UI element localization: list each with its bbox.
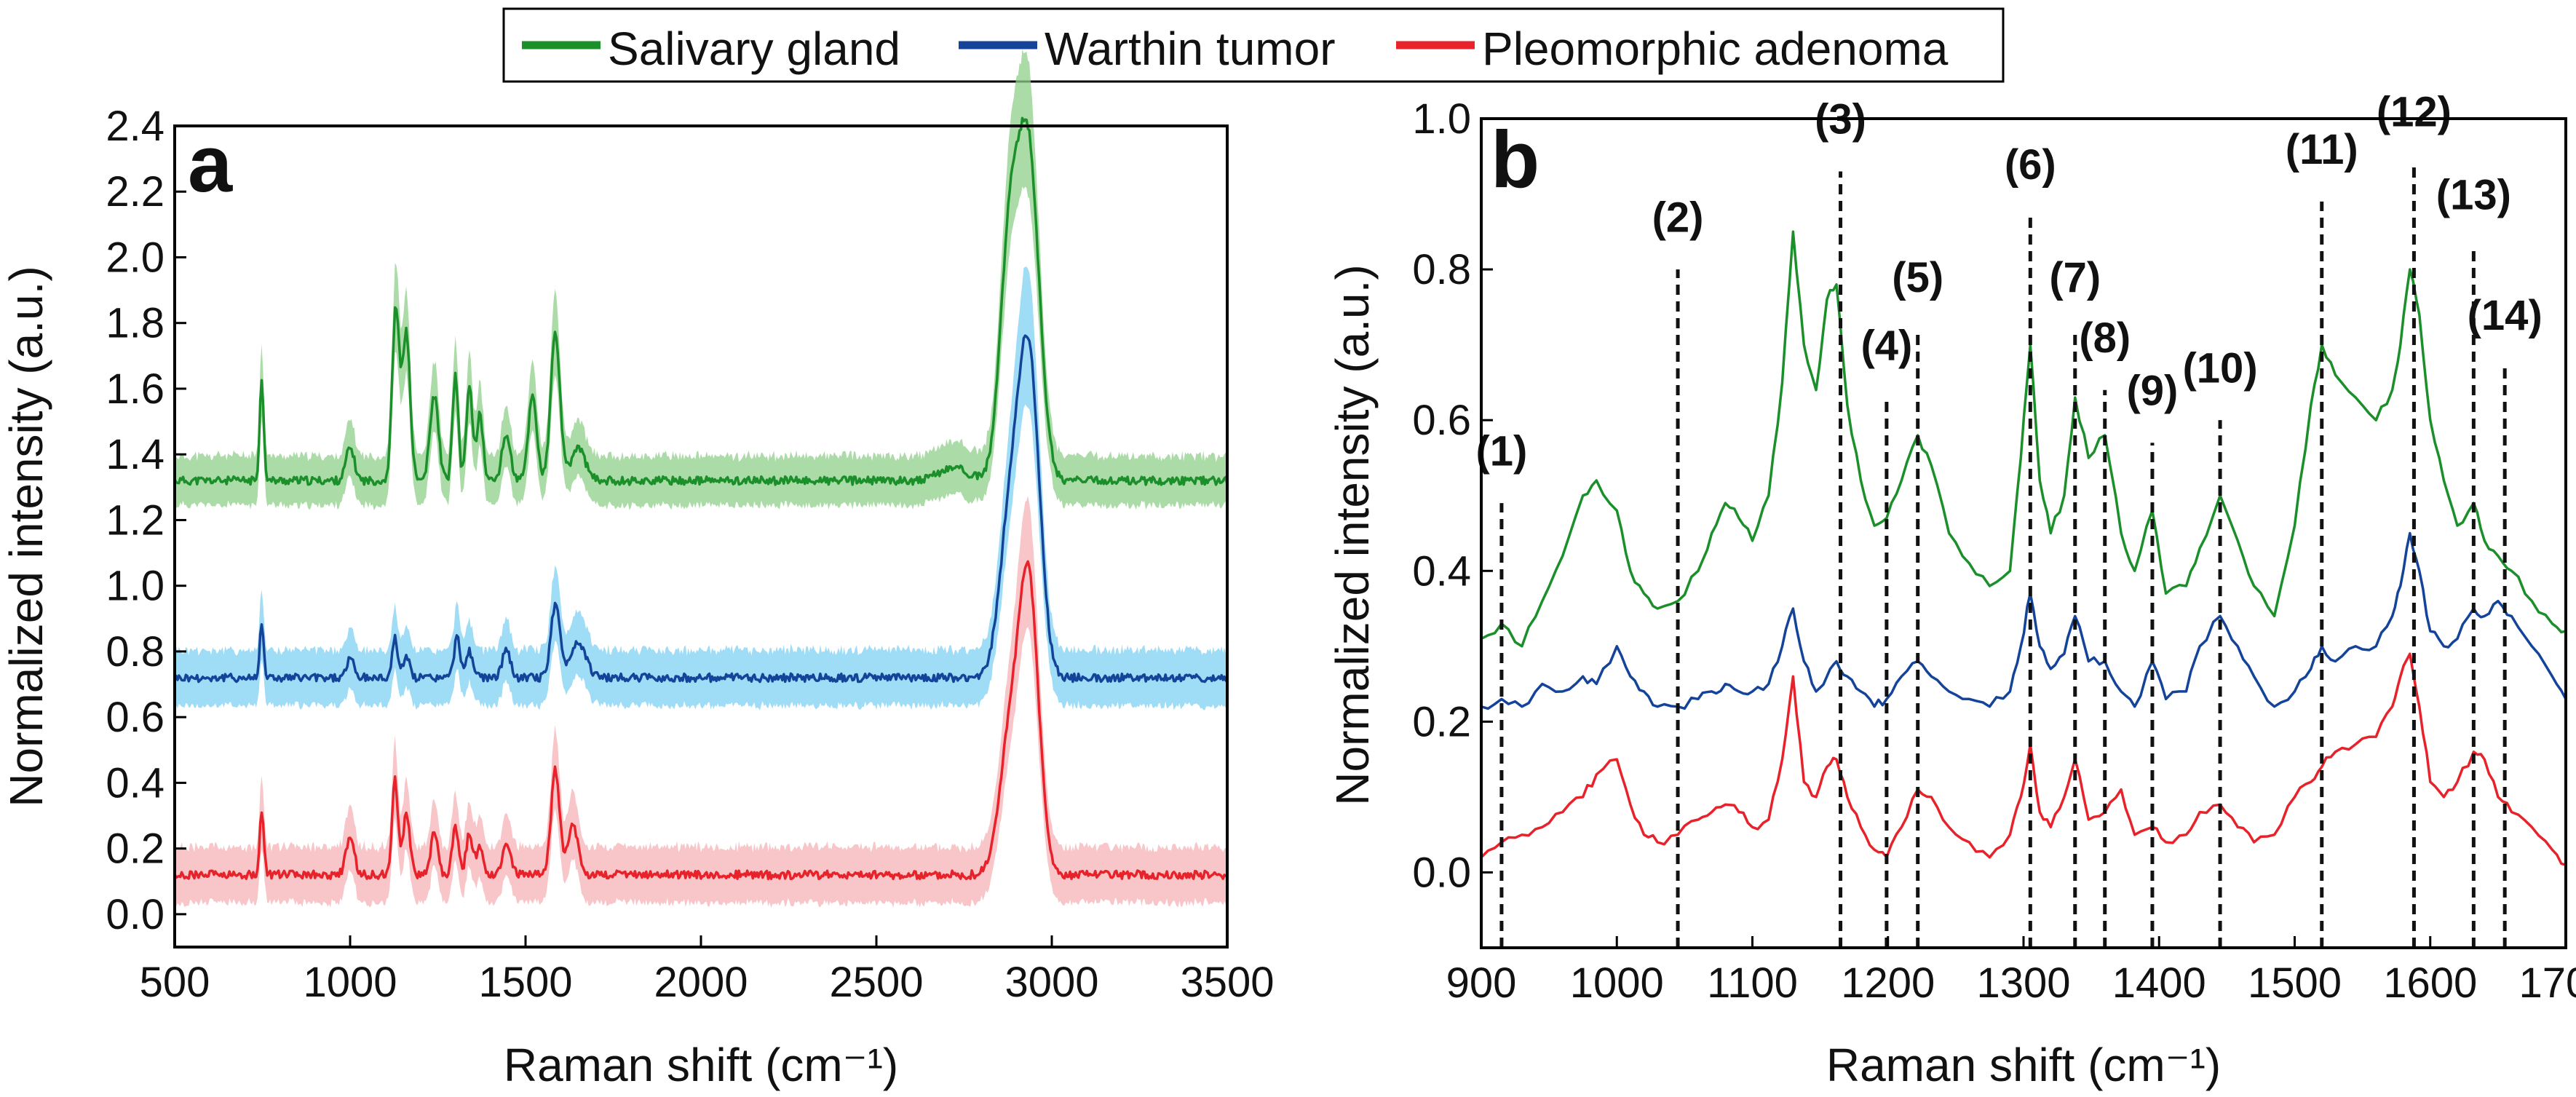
panel-a-ytick-label: 2.0 xyxy=(106,234,165,281)
panel-b-xtick-label: 900 xyxy=(1446,959,1517,1007)
panel-a-ytick-label: 1.0 xyxy=(106,563,165,610)
panel-a-ytick-label: 1.4 xyxy=(106,431,165,478)
panel-b-xtick-label: 1300 xyxy=(1976,959,2070,1007)
panel-b-xtick-label: 1600 xyxy=(2383,959,2477,1007)
panel-a-xtick-label: 3000 xyxy=(1004,959,1098,1006)
panel-b-ytick-label: 0.2 xyxy=(1412,698,1471,745)
peak-marker-label: (1) xyxy=(1475,427,1527,475)
panel-a-ytick-label: 0.6 xyxy=(106,694,165,741)
panel-b-ytick-label: 0.0 xyxy=(1412,849,1471,896)
panel-a-bands xyxy=(175,49,1227,908)
peak-marker-label: (14) xyxy=(2468,292,2543,339)
panel-a-ticks: 500 1000 1500 2000 2500 3000 3500 0.0 0.2 0.4 0.6 0… xyxy=(106,103,1274,1006)
peak-marker-label: (4) xyxy=(1860,322,1912,369)
panel-a-ytick-label: 0.2 xyxy=(106,825,165,873)
peak-marker-label: (12) xyxy=(2377,88,2452,135)
panel-b-xtick-label: 1700 xyxy=(2518,959,2576,1007)
panel-b-annotations: (1)(2)(3)(4)(5)(6)(7)(8)(9) (10)(11)(12)(… xyxy=(1475,88,2543,948)
panel-a-xtick-label: 1500 xyxy=(478,959,572,1006)
panel-a-xtick-label: 2000 xyxy=(654,959,748,1006)
legend-label-salivary-gland: Salivary gland xyxy=(608,23,900,75)
panel-b-xtick-label: 1400 xyxy=(2112,959,2206,1007)
panel-a-ytick-label: 2.2 xyxy=(106,168,165,215)
panel-b-ytick-label: 0.6 xyxy=(1412,397,1471,444)
panel-b-xtick-label: 1200 xyxy=(1841,959,1935,1007)
panel-a-ytick-label: 1.8 xyxy=(106,300,165,347)
legend-frame xyxy=(502,7,2005,83)
legend: Salivary gland Warthin tumor Pleomorphic… xyxy=(502,7,2005,83)
legend-label-pleomorphic-adenoma: Pleomorphic adenoma xyxy=(1482,23,1949,75)
peak-marker-label: (11) xyxy=(2286,126,2358,173)
peak-marker-label: (8) xyxy=(2079,314,2131,362)
panel-a-xtick-label: 2500 xyxy=(829,959,923,1006)
panel-b: (1)(2)(3)(4)(5)(6)(7)(8)(9) (10)(11)(12)(… xyxy=(1326,88,2576,1091)
panel-b-line-salivary-gland xyxy=(1481,230,2567,648)
panel-b-xlabel: Raman shift (cm⁻¹) xyxy=(1826,1039,2221,1091)
panel-a-lines xyxy=(173,116,1229,881)
peak-marker-label: (7) xyxy=(2049,254,2101,301)
panel-a-xtick-label: 500 xyxy=(140,959,210,1006)
panel-a-ytick-label: 1.2 xyxy=(106,496,165,544)
panel-a-ytick-label: 0.4 xyxy=(106,759,165,807)
panel-a-ylabel: Normalized intensity (a.u.) xyxy=(0,266,52,807)
peak-marker-label: (10) xyxy=(2182,344,2257,392)
legend-label-warthin-tumor: Warthin tumor xyxy=(1045,23,1336,75)
peak-marker-label: (5) xyxy=(1892,254,1943,301)
panel-a-xlabel: Raman shift (cm⁻¹) xyxy=(504,1039,898,1091)
panel-a-ytick-label: 0.0 xyxy=(106,891,165,938)
panel-a-xtick-label: 1000 xyxy=(303,959,397,1006)
panel-a-line-salivary-gland xyxy=(173,116,1229,486)
panel-a-ytick-label: 2.4 xyxy=(106,103,165,150)
panel-b-ylabel: Normalized intensity (a.u.) xyxy=(1326,264,1379,805)
panel-a-band-salivary-gland xyxy=(175,49,1227,511)
panel-b-xtick-label: 1000 xyxy=(1570,959,1664,1007)
panel-a: 500 1000 1500 2000 2500 3000 3500 0.0 0.2 0.4 0.6 0… xyxy=(0,49,1275,1091)
panel-b-ytick-label: 0.8 xyxy=(1412,246,1471,293)
panel-b-ticks: 900 1000 1100 1200 1300 1400 1500 1600 1700 0.0 0.… xyxy=(1412,95,2576,1007)
panel-b-line-pleomorphic-adenoma xyxy=(1480,652,2567,866)
panel-b-frame xyxy=(1480,117,2567,949)
panel-b-xtick-label: 1100 xyxy=(1707,959,1798,1007)
panel-a-frame xyxy=(173,124,1229,949)
peak-marker-label: (9) xyxy=(2126,367,2178,414)
peak-marker-label: (2) xyxy=(1652,194,1704,241)
panel-a-band-warthin-tumor xyxy=(175,266,1227,710)
panel-b-label: b xyxy=(1491,115,1539,205)
panel-a-line-warthin-tumor xyxy=(173,334,1228,684)
panel-b-lines xyxy=(1480,230,2567,866)
panel-b-ytick-label: 0.4 xyxy=(1412,547,1471,595)
panel-b-xtick-label: 1500 xyxy=(2248,959,2342,1007)
panel-a-ytick-label: 1.6 xyxy=(106,365,165,413)
panel-a-label: a xyxy=(188,119,233,209)
panel-a-xtick-label: 3500 xyxy=(1180,959,1274,1006)
panel-a-line-pleomorphic-adenoma xyxy=(173,560,1228,881)
panel-b-ytick-label: 1.0 xyxy=(1412,95,1471,143)
panel-a-band-pleomorphic-adenoma xyxy=(175,496,1227,908)
peak-marker-label: (13) xyxy=(2436,171,2511,218)
peak-marker-label: (6) xyxy=(2005,141,2056,189)
panel-a-ytick-label: 0.8 xyxy=(106,628,165,676)
panel-b-line-warthin-tumor xyxy=(1481,531,2567,710)
